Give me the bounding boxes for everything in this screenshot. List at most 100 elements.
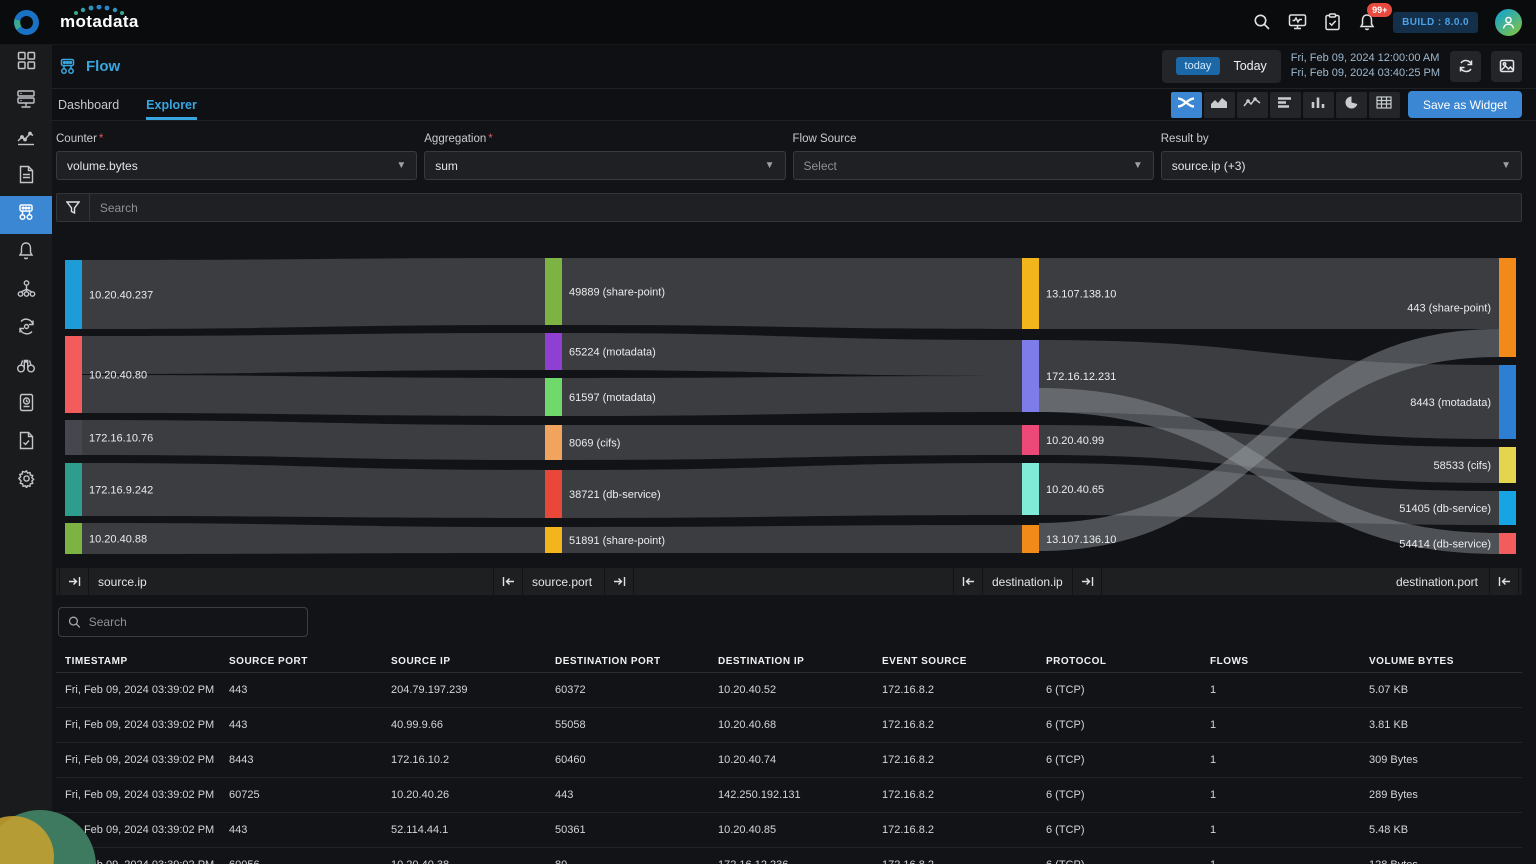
sidebar-item-automation-sync[interactable] bbox=[0, 310, 52, 348]
collapse-left-icon[interactable] bbox=[493, 568, 523, 595]
sidebar-item-audit-checklist[interactable] bbox=[0, 424, 52, 462]
sankey-link-highlighted[interactable] bbox=[1039, 388, 1499, 554]
collapse-right-icon[interactable] bbox=[1072, 568, 1102, 595]
filter-funnel-icon[interactable] bbox=[57, 194, 90, 221]
refresh-button[interactable] bbox=[1450, 50, 1481, 82]
sankey-node[interactable] bbox=[1499, 491, 1516, 525]
flow-source-select[interactable]: Select ▼ bbox=[792, 151, 1154, 180]
chart-type-sankey-button[interactable] bbox=[1170, 91, 1202, 118]
sankey-link[interactable] bbox=[1039, 258, 1499, 329]
sankey-link[interactable] bbox=[1039, 340, 1499, 439]
column-header-flows[interactable]: FLOWS bbox=[1210, 655, 1249, 667]
sankey-node[interactable] bbox=[65, 336, 82, 413]
chart-type-horizontal-bar-chart-button[interactable] bbox=[1269, 91, 1301, 118]
sidebar-item-flow[interactable] bbox=[0, 196, 52, 234]
time-range-selector[interactable]: today Today bbox=[1161, 49, 1281, 83]
time-preset-pill[interactable]: today bbox=[1175, 57, 1221, 75]
sidebar-item-reports-document[interactable] bbox=[0, 386, 52, 424]
sidebar-item-logs-document[interactable] bbox=[0, 158, 52, 196]
table-row[interactable]: Fri, Feb 09, 2024 03:39:02 PM 443 204.79.1… bbox=[56, 673, 1522, 708]
sankey-node[interactable] bbox=[1022, 425, 1039, 455]
sidebar-item-alerts-bell[interactable] bbox=[0, 234, 52, 272]
sankey-node[interactable] bbox=[545, 470, 562, 518]
agent-monitor-icon[interactable] bbox=[1288, 13, 1307, 31]
chart-type-line-chart-button[interactable] bbox=[1236, 91, 1268, 118]
sankey-node[interactable] bbox=[1022, 525, 1039, 553]
column-header-timestamp[interactable]: TIMESTAMP bbox=[65, 655, 128, 667]
sankey-link[interactable] bbox=[562, 258, 1022, 329]
sankey-node[interactable] bbox=[1022, 340, 1039, 412]
collapse-left-icon[interactable] bbox=[1489, 568, 1519, 595]
sidebar-item-settings-gear[interactable] bbox=[0, 462, 52, 500]
aggregation-select[interactable]: sum ▼ bbox=[424, 151, 786, 180]
sidebar-item-dashboard-grid[interactable] bbox=[0, 44, 52, 82]
column-header-destination-port[interactable]: DESTINATION PORT bbox=[555, 655, 661, 667]
table-cell: 80 bbox=[546, 859, 709, 864]
table-row[interactable]: Fri, Feb 09, 2024 03:39:02 PM 443 40.99.9.… bbox=[56, 708, 1522, 743]
sankey-node[interactable] bbox=[1022, 258, 1039, 329]
sankey-link[interactable] bbox=[1039, 425, 1499, 483]
brand-logo-icon[interactable] bbox=[0, 9, 52, 36]
sankey-node[interactable] bbox=[545, 527, 562, 553]
column-header-source-port[interactable]: SOURCE PORT bbox=[229, 655, 308, 667]
sankey-link-highlighted[interactable] bbox=[1039, 329, 1499, 551]
column-header-protocol[interactable]: PROTOCOL bbox=[1046, 655, 1107, 667]
task-clipboard-icon[interactable] bbox=[1324, 13, 1341, 31]
result-by-select[interactable]: source.ip (+3) ▼ bbox=[1160, 151, 1522, 180]
sankey-node[interactable] bbox=[1499, 447, 1516, 483]
sankey-node[interactable] bbox=[65, 260, 82, 329]
sankey-link[interactable] bbox=[82, 523, 545, 554]
chart-type-area-chart-button[interactable] bbox=[1203, 91, 1235, 118]
user-avatar[interactable] bbox=[1495, 8, 1522, 36]
chart-type-column-chart-button[interactable] bbox=[1302, 91, 1334, 118]
collapse-left-icon[interactable] bbox=[953, 568, 983, 595]
sankey-node[interactable] bbox=[545, 333, 562, 370]
sankey-link[interactable] bbox=[82, 258, 545, 329]
sankey-node[interactable] bbox=[545, 258, 562, 325]
collapse-right-icon[interactable] bbox=[604, 568, 634, 595]
sidebar-item-topology[interactable] bbox=[0, 272, 52, 310]
sankey-node[interactable] bbox=[1499, 258, 1516, 357]
counter-select[interactable]: volume.bytes ▼ bbox=[56, 151, 418, 180]
sankey-link[interactable] bbox=[82, 333, 545, 374]
column-header-destination-ip[interactable]: DESTINATION IP bbox=[718, 655, 805, 667]
sankey-link[interactable] bbox=[82, 420, 545, 460]
table-row[interactable]: Fri, Feb 09, 2024 03:39:02 PM 8443 172.16.… bbox=[56, 743, 1522, 778]
sankey-link[interactable] bbox=[1039, 463, 1499, 525]
sidebar-item-infrastructure-monitor[interactable] bbox=[0, 82, 52, 120]
table-row[interactable]: Fri, Feb 09, 2024 03:39:02 PM 60725 10.20.… bbox=[56, 778, 1522, 813]
sankey-node[interactable] bbox=[65, 420, 82, 455]
table-row[interactable]: Fri, Feb 09, 2024 03:39:02 PM6005610.20.… bbox=[56, 848, 1522, 864]
column-header-source-ip[interactable]: SOURCE IP bbox=[391, 655, 451, 667]
export-image-button[interactable] bbox=[1491, 50, 1522, 82]
sankey-link[interactable] bbox=[562, 425, 1022, 460]
save-as-widget-button[interactable]: Save as Widget bbox=[1407, 91, 1522, 118]
sankey-link[interactable] bbox=[562, 525, 1022, 553]
sankey-link[interactable] bbox=[562, 333, 1022, 376]
sankey-node[interactable] bbox=[1022, 463, 1039, 515]
chart-type-pie-chart-button[interactable] bbox=[1335, 91, 1367, 118]
column-header-event-source[interactable]: EVENT SOURCE bbox=[882, 655, 967, 667]
chart-type-data-table-button[interactable] bbox=[1368, 91, 1400, 118]
sankey-node[interactable] bbox=[65, 523, 82, 554]
tab-dashboard[interactable]: Dashboard bbox=[58, 97, 120, 112]
filter-search-input[interactable] bbox=[89, 200, 1521, 215]
sankey-link[interactable] bbox=[562, 463, 1022, 518]
sidebar-item-metrics-chart[interactable] bbox=[0, 120, 52, 158]
tab-explorer[interactable]: Explorer bbox=[146, 89, 197, 120]
sankey-link[interactable] bbox=[82, 375, 545, 416]
global-search-icon[interactable] bbox=[1253, 13, 1271, 31]
sidebar-item-discovery-binoculars[interactable] bbox=[0, 348, 52, 386]
sankey-node[interactable] bbox=[545, 425, 562, 460]
sankey-link[interactable] bbox=[562, 376, 1022, 416]
notification-bell-icon[interactable]: 99+ bbox=[1358, 3, 1393, 31]
sankey-link[interactable] bbox=[82, 463, 545, 518]
column-header-volume-bytes[interactable]: VOLUME BYTES bbox=[1369, 655, 1454, 667]
sankey-node[interactable] bbox=[545, 378, 562, 416]
sankey-node[interactable] bbox=[1499, 365, 1516, 439]
table-search-input[interactable] bbox=[88, 615, 298, 629]
sankey-node[interactable] bbox=[1499, 533, 1516, 554]
sankey-node[interactable] bbox=[65, 463, 82, 516]
table-row[interactable]: Fri, Feb 09, 2024 03:39:02 PM 443 52.114.4… bbox=[56, 813, 1522, 848]
collapse-right-icon[interactable] bbox=[59, 568, 89, 595]
